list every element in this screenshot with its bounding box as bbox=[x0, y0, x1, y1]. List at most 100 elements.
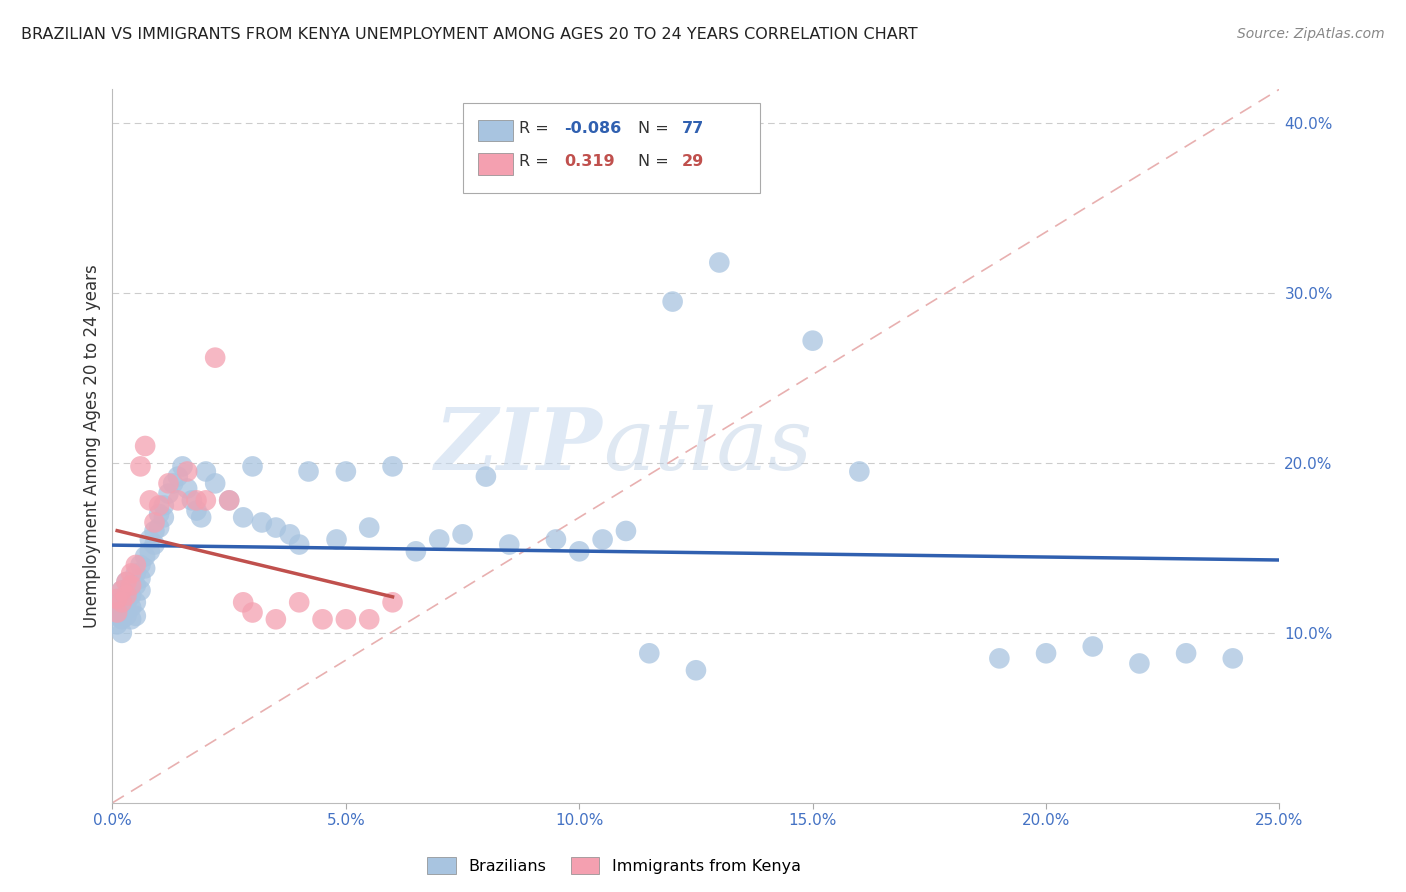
Point bbox=[134, 439, 156, 453]
Point bbox=[115, 608, 138, 623]
Point bbox=[186, 503, 208, 517]
Point bbox=[111, 583, 134, 598]
Point bbox=[194, 465, 217, 479]
Point bbox=[129, 558, 152, 572]
Legend: Brazilians, Immigrants from Kenya: Brazilians, Immigrants from Kenya bbox=[420, 851, 807, 880]
Point bbox=[143, 524, 166, 538]
Point bbox=[176, 482, 198, 496]
Point bbox=[120, 589, 142, 603]
Text: -0.086: -0.086 bbox=[564, 121, 621, 136]
Point bbox=[988, 651, 1011, 665]
Point bbox=[242, 606, 264, 620]
Point bbox=[148, 499, 170, 513]
Text: 29: 29 bbox=[682, 154, 704, 169]
Point bbox=[218, 493, 240, 508]
Point bbox=[120, 578, 142, 592]
Point bbox=[614, 524, 637, 538]
Point bbox=[568, 544, 591, 558]
Point bbox=[278, 527, 301, 541]
Point bbox=[148, 520, 170, 534]
Point bbox=[848, 465, 870, 479]
Point bbox=[592, 533, 614, 547]
FancyBboxPatch shape bbox=[463, 103, 761, 193]
Point bbox=[359, 612, 381, 626]
Point bbox=[180, 493, 202, 508]
Point bbox=[172, 459, 194, 474]
Point bbox=[335, 612, 357, 626]
Point bbox=[105, 591, 128, 606]
Point bbox=[335, 465, 357, 479]
Text: 0.319: 0.319 bbox=[564, 154, 614, 169]
Y-axis label: Unemployment Among Ages 20 to 24 years: Unemployment Among Ages 20 to 24 years bbox=[83, 264, 101, 628]
Point bbox=[115, 595, 138, 609]
Point bbox=[405, 544, 427, 558]
Point bbox=[288, 595, 311, 609]
Point bbox=[232, 595, 254, 609]
Point bbox=[709, 255, 731, 269]
Point bbox=[120, 612, 142, 626]
Point bbox=[111, 595, 134, 609]
Point bbox=[1128, 657, 1150, 671]
Text: N =: N = bbox=[638, 121, 673, 136]
Point bbox=[685, 663, 707, 677]
Point bbox=[638, 646, 661, 660]
Point bbox=[125, 558, 148, 572]
Point bbox=[242, 459, 264, 474]
Point bbox=[250, 516, 273, 530]
Point bbox=[111, 606, 134, 620]
Point bbox=[120, 578, 142, 592]
Text: N =: N = bbox=[638, 154, 673, 169]
Point bbox=[186, 493, 208, 508]
Point bbox=[661, 294, 683, 309]
Point bbox=[381, 595, 404, 609]
Point bbox=[111, 583, 134, 598]
Point bbox=[105, 606, 128, 620]
Point bbox=[111, 626, 134, 640]
Point bbox=[115, 589, 138, 603]
Text: 77: 77 bbox=[682, 121, 704, 136]
Point bbox=[232, 510, 254, 524]
Point bbox=[1222, 651, 1244, 665]
Point bbox=[498, 537, 520, 551]
Point bbox=[162, 476, 184, 491]
Text: Source: ZipAtlas.com: Source: ZipAtlas.com bbox=[1237, 27, 1385, 41]
Text: BRAZILIAN VS IMMIGRANTS FROM KENYA UNEMPLOYMENT AMONG AGES 20 TO 24 YEARS CORREL: BRAZILIAN VS IMMIGRANTS FROM KENYA UNEMP… bbox=[21, 27, 918, 42]
Point bbox=[129, 583, 152, 598]
FancyBboxPatch shape bbox=[478, 120, 513, 141]
Point bbox=[125, 595, 148, 609]
Text: R =: R = bbox=[519, 121, 554, 136]
Point bbox=[297, 465, 319, 479]
Point bbox=[120, 600, 142, 615]
Point bbox=[153, 499, 176, 513]
Point bbox=[288, 537, 311, 551]
Point bbox=[194, 493, 217, 508]
Point bbox=[451, 527, 474, 541]
Point bbox=[139, 544, 162, 558]
Point bbox=[105, 617, 128, 632]
Point bbox=[204, 476, 226, 491]
Point bbox=[139, 533, 162, 547]
Text: ZIP: ZIP bbox=[434, 404, 603, 488]
Point bbox=[176, 465, 198, 479]
Point bbox=[143, 537, 166, 551]
Point bbox=[120, 566, 142, 581]
Point bbox=[115, 589, 138, 603]
Point bbox=[264, 520, 287, 534]
Point bbox=[111, 595, 134, 609]
Point bbox=[129, 572, 152, 586]
Point bbox=[1175, 646, 1198, 660]
Point bbox=[311, 612, 333, 626]
Point bbox=[115, 574, 138, 589]
Point bbox=[190, 510, 212, 524]
Point bbox=[139, 493, 162, 508]
Point bbox=[129, 459, 152, 474]
Point bbox=[218, 493, 240, 508]
Point bbox=[325, 533, 347, 547]
Point bbox=[427, 533, 450, 547]
Point bbox=[125, 566, 148, 581]
Point bbox=[157, 486, 180, 500]
Point bbox=[143, 516, 166, 530]
FancyBboxPatch shape bbox=[478, 153, 513, 175]
Point bbox=[134, 561, 156, 575]
Point bbox=[381, 459, 404, 474]
